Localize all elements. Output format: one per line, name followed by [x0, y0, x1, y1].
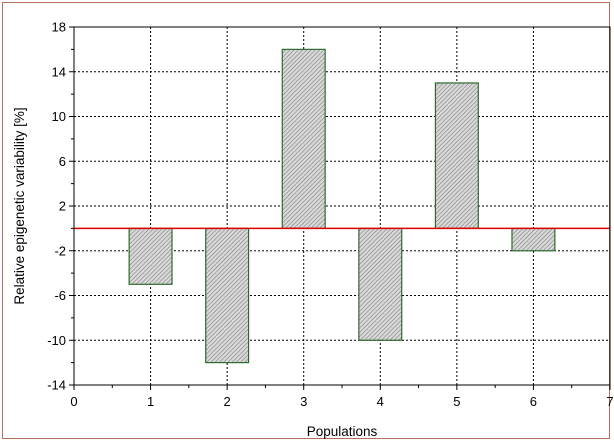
y-tick-label--6: -6: [54, 288, 66, 303]
y-tick-label-18: 18: [52, 20, 66, 35]
y-tick-label-10: 10: [52, 109, 66, 124]
bar-population-1: [128, 227, 173, 285]
y-tick-label--2: -2: [54, 243, 66, 258]
x-tick-label-0: 0: [70, 394, 77, 409]
x-tick-label-7: 7: [606, 394, 613, 409]
x-axis-title: Populations: [307, 424, 378, 439]
bar-population-2: [205, 227, 250, 364]
x-tick-label-1: 1: [147, 394, 154, 409]
bar-population-3: [281, 48, 326, 229]
y-tick-label-6: 6: [59, 154, 66, 169]
y-tick-label-14: 14: [52, 64, 66, 79]
bar-population-4: [358, 227, 403, 341]
y-tick-label--10: -10: [47, 333, 66, 348]
bars: [74, 48, 610, 364]
axes: 0 1 2 3 4 5 6 7 -14 -10 -6 -2 2 6 10 14 18: [47, 20, 613, 410]
grid: [74, 27, 610, 385]
y-tick-label--14: -14: [47, 378, 66, 393]
bar-population-5: [434, 82, 479, 229]
bar-population-6: [511, 227, 556, 252]
y-tick-label-2: 2: [59, 199, 66, 214]
x-tick-label-3: 3: [300, 394, 307, 409]
y-axis-title: Relative epigenetic variability [%]: [12, 107, 27, 304]
x-tick-label-6: 6: [530, 394, 537, 409]
x-tick-label-4: 4: [377, 394, 384, 409]
x-tick-label-5: 5: [453, 394, 460, 409]
x-tick-label-2: 2: [224, 394, 231, 409]
